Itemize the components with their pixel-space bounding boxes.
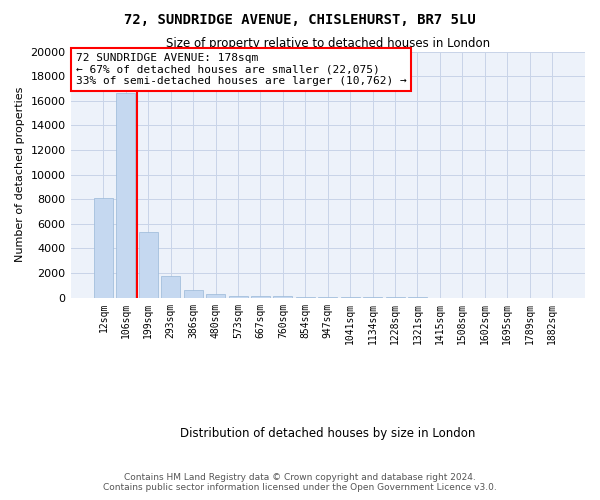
Bar bbox=[116, 94, 136, 298]
Bar bbox=[94, 198, 113, 298]
Bar bbox=[274, 296, 292, 298]
Y-axis label: Number of detached properties: Number of detached properties bbox=[15, 87, 25, 262]
Bar bbox=[229, 296, 248, 298]
Text: 72 SUNDRIDGE AVENUE: 178sqm
← 67% of detached houses are smaller (22,075)
33% of: 72 SUNDRIDGE AVENUE: 178sqm ← 67% of det… bbox=[76, 53, 406, 86]
Text: Contains HM Land Registry data © Crown copyright and database right 2024.
Contai: Contains HM Land Registry data © Crown c… bbox=[103, 473, 497, 492]
Bar bbox=[318, 297, 337, 298]
Text: 72, SUNDRIDGE AVENUE, CHISLEHURST, BR7 5LU: 72, SUNDRIDGE AVENUE, CHISLEHURST, BR7 5… bbox=[124, 12, 476, 26]
Bar bbox=[206, 294, 225, 298]
Bar bbox=[251, 296, 270, 298]
Bar bbox=[161, 276, 180, 297]
Bar bbox=[139, 232, 158, 298]
Bar bbox=[296, 297, 315, 298]
X-axis label: Distribution of detached houses by size in London: Distribution of detached houses by size … bbox=[180, 427, 475, 440]
Bar bbox=[184, 290, 203, 298]
Title: Size of property relative to detached houses in London: Size of property relative to detached ho… bbox=[166, 38, 490, 51]
Bar bbox=[341, 297, 360, 298]
